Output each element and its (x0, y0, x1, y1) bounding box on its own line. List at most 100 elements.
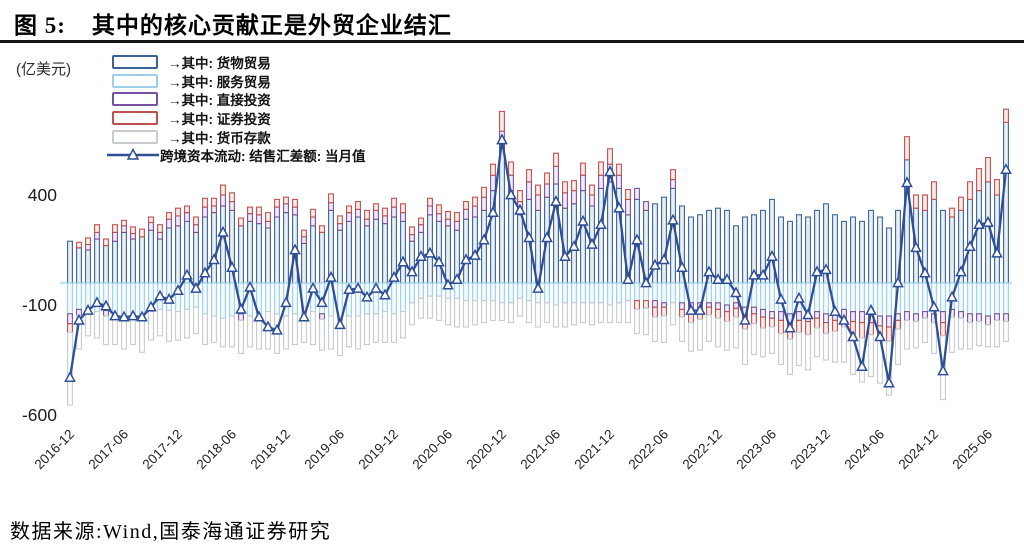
bar-segment-2023-09-s4 (796, 331, 802, 367)
bar-segment-2022-04-s4 (643, 307, 649, 336)
bar-segment-2025-06-s3 (985, 157, 991, 183)
triangle-marker-2019-11 (379, 288, 391, 300)
bar-segment-2019-11-s0 (382, 223, 388, 284)
triangle-marker-2023-05 (757, 268, 769, 280)
bar-segment-2024-11-s1 (922, 282, 928, 313)
bar-segment-2025-03-s4 (958, 317, 964, 350)
bar-segment-2019-07-s0 (346, 220, 352, 284)
bar-segment-2020-07-s3 (454, 212, 460, 222)
bar-segment-2018-11-s2 (274, 206, 280, 218)
bar-segment-2018-12-s4 (283, 315, 289, 350)
bar-segment-2020-01-s2 (400, 212, 406, 222)
bar-segment-2024-08-s3 (895, 319, 901, 330)
bar-segment-2022-08-s4 (679, 316, 685, 342)
triangle-marker-2024-12 (928, 300, 940, 312)
triangle-marker-2019-04 (316, 296, 328, 308)
page-title: 图 5: 其中的核心贡献正是外贸企业结汇 (14, 6, 452, 40)
bar-segment-2020-02-s0 (409, 240, 415, 284)
bar-segment-2019-04-s3 (319, 225, 325, 233)
bar-segment-2022-12-s3 (715, 308, 721, 319)
legend-item-direct-investment: →其中: 直接投资 (112, 90, 366, 109)
bar-segment-2025-01-s0 (940, 209, 946, 284)
bar-segment-2025-01-s3 (940, 322, 946, 337)
bar-segment-2025-05-s1 (976, 282, 982, 315)
bar-segment-2018-07-s2 (238, 313, 244, 321)
triangle-marker-2017-01 (73, 313, 85, 325)
bar-segment-2018-02-s4 (193, 306, 199, 335)
bar-segment-2025-04-s2 (967, 313, 973, 324)
bar-segment-2020-04-s2 (427, 205, 433, 216)
triangle-marker-2017-02 (82, 303, 94, 315)
bar-segment-2024-09-s3 (904, 136, 910, 161)
bar-segment-2023-09-s0 (796, 214, 802, 284)
bar-segment-2021-12-s4 (607, 304, 613, 324)
bar-segment-2022-08-s1 (679, 282, 685, 304)
bar-segment-2020-01-s0 (400, 220, 406, 284)
triangle-marker-2024-11 (919, 266, 931, 278)
triangle-marker-2020-09 (469, 248, 481, 260)
bar-segment-2017-11-s4 (166, 309, 172, 342)
bar-segment-2018-06-s2 (229, 201, 235, 211)
triangle-marker-2021-01 (505, 188, 517, 200)
bar-segment-2022-03-s3 (634, 300, 640, 310)
bar-segment-2024-12-s4 (931, 322, 937, 354)
legend-label-direct-investment: →其中: 直接投资 (168, 93, 271, 109)
bar-segment-2021-09-s3 (580, 162, 586, 176)
triangle-marker-2019-01 (289, 243, 301, 255)
bar-segment-2023-06-s0 (769, 198, 775, 284)
bar-segment-2017-10-s2 (157, 231, 163, 240)
x-tick-label-2017-12: 2017-12 (139, 427, 185, 473)
bar-segment-2021-07-s1 (562, 282, 568, 304)
bar-segment-2018-12-s0 (283, 212, 289, 284)
bar-segment-2021-06-s1 (553, 282, 559, 306)
bar-segment-2023-04-s2 (751, 306, 757, 315)
triangle-marker-2022-07 (667, 213, 679, 225)
bar-segment-2019-03-s4 (310, 311, 316, 346)
bar-segment-2024-04-s0 (859, 220, 865, 284)
bar-segment-2023-02-s0 (733, 225, 739, 284)
x-tick-label-2021-12: 2021-12 (571, 427, 617, 473)
triangle-marker-2023-01 (721, 273, 733, 285)
bar-segment-2025-01-s1 (940, 282, 946, 313)
bar-segment-2022-11-s4 (706, 314, 712, 342)
bar-segment-2022-01-s3 (616, 163, 622, 176)
x-tick-label-2020-12: 2020-12 (463, 427, 509, 473)
bar-segment-2025-08-s0 (1003, 121, 1009, 284)
bar-segment-2025-05-s0 (976, 190, 982, 284)
bar-segment-2019-11-s4 (382, 311, 388, 343)
bar-segment-2017-10-s3 (157, 224, 163, 233)
bar-segment-2025-08-s1 (1003, 282, 1009, 315)
bar-segment-2024-06-s2 (877, 315, 883, 327)
bar-segment-2018-11-s3 (274, 198, 280, 208)
bar-segment-2024-03-s2 (850, 311, 856, 323)
bar-segment-2023-12-s4 (823, 333, 829, 361)
bar-segment-2017-03-s4 (94, 311, 100, 339)
bar-segment-2018-10-s2 (265, 220, 271, 229)
goods-trade-swatch-icon (112, 55, 158, 70)
bar-segment-2016-12-s1 (67, 282, 73, 315)
bars-layer (67, 108, 1009, 406)
bar-segment-2018-04-s1 (211, 282, 217, 317)
bar-segment-2020-01-s3 (400, 203, 406, 214)
bar-segment-2019-11-s2 (382, 215, 388, 225)
bar-segment-2023-07-s3 (778, 319, 784, 335)
triangle-marker-2023-12 (820, 263, 832, 275)
bar-segment-2020-06-s0 (445, 225, 451, 284)
triangle-marker-2023-09 (793, 291, 805, 303)
bar-segment-2020-12-s3 (499, 110, 505, 132)
bar-segment-2020-09-s4 (472, 300, 478, 326)
bar-segment-2020-03-s3 (418, 217, 424, 226)
y-tick-label--100: -100 (22, 295, 57, 315)
bar-segment-2019-02-s0 (301, 242, 307, 284)
bar-segment-2023-02-s4 (733, 316, 739, 349)
triangle-marker-2020-11 (487, 206, 499, 217)
bar-segment-2024-01-s3 (832, 319, 838, 332)
bar-segment-2017-08-s4 (139, 318, 145, 353)
bar-segment-2020-10-s1 (481, 282, 487, 302)
triangle-marker-2019-08 (352, 281, 364, 293)
bar-segment-2022-10-s0 (697, 214, 703, 284)
bar-segment-2024-02-s1 (841, 282, 847, 310)
bar-segment-2022-04-s2 (643, 201, 649, 211)
bar-segment-2021-02-s4 (517, 297, 523, 317)
